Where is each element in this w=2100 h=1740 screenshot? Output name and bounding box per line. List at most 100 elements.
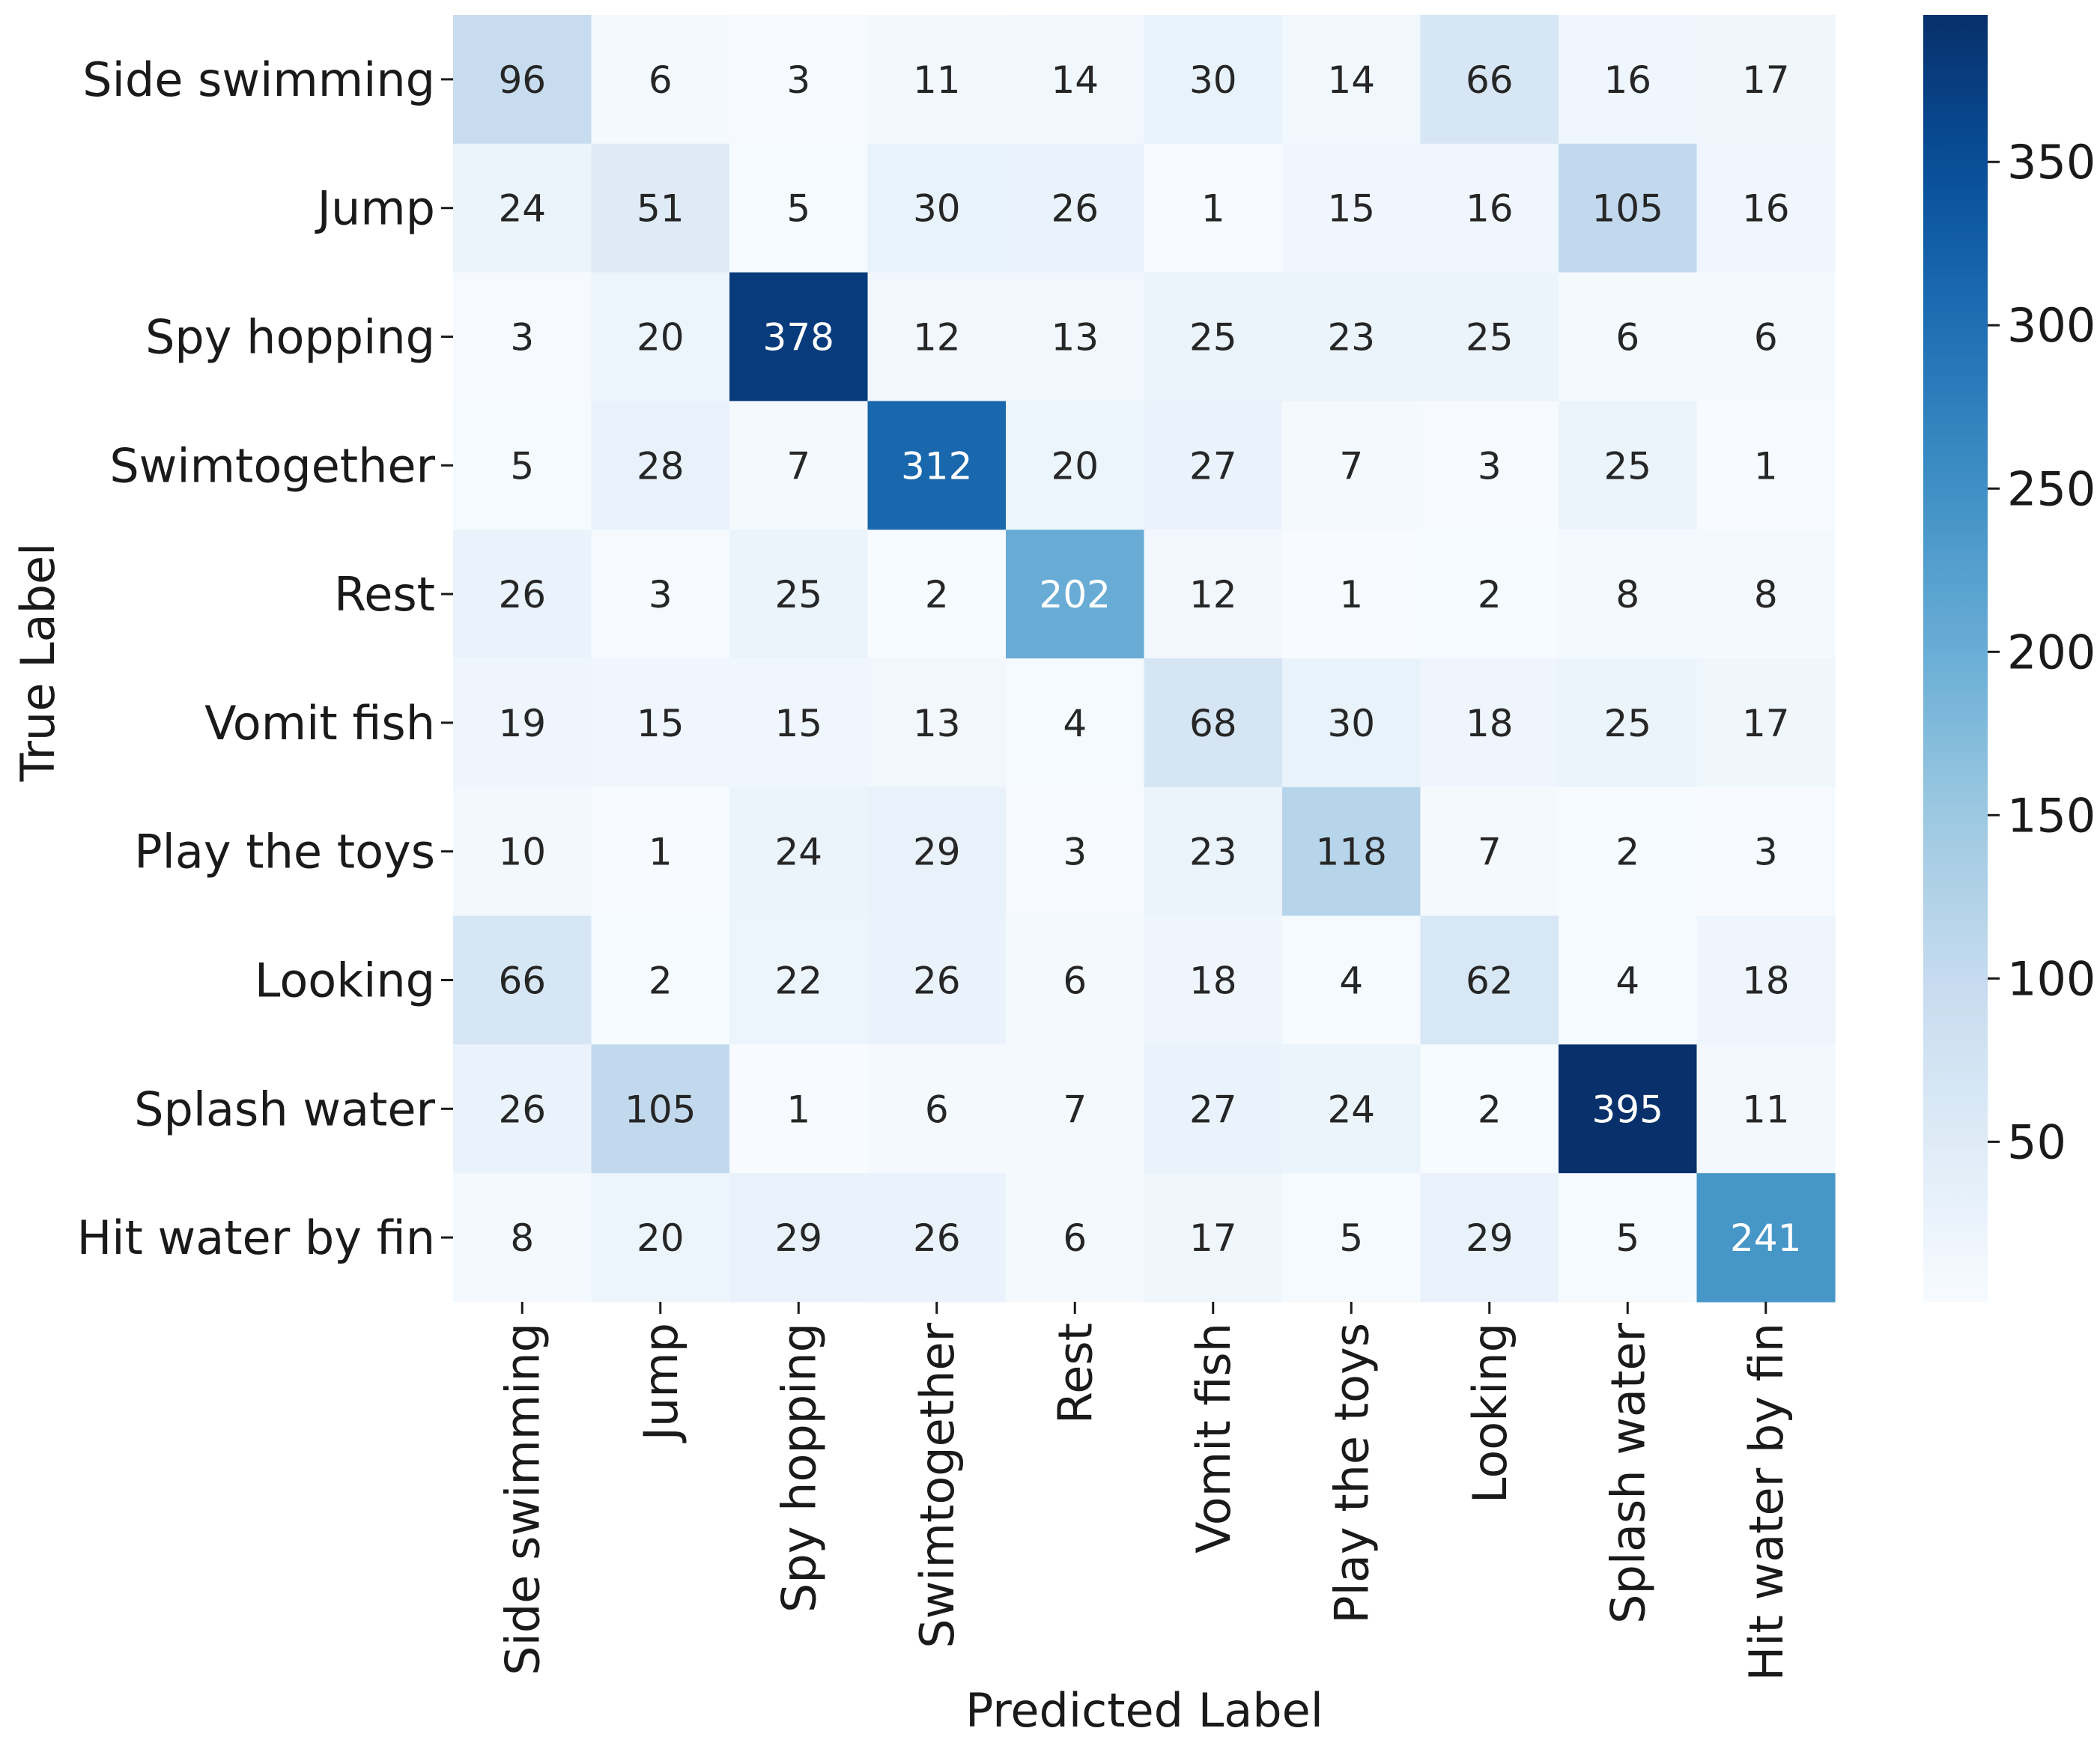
x-axis: Side swimming Jump Spy hopping Swimtogether… <box>495 1302 1794 1681</box>
heatmap-cell-r5-c4 <box>1006 658 1145 788</box>
cell-value-label: 24 <box>774 831 822 874</box>
heatmap-cell-r4-c6 <box>1282 530 1421 659</box>
heatmap-cell-r2-c2 <box>729 272 869 401</box>
cell-value-label: 51 <box>637 187 685 231</box>
heatmap-cell-r6-c7 <box>1420 786 1559 917</box>
x-tick-label-play-the-toys: Play the toys <box>1324 1323 1379 1624</box>
cell-value-label: 17 <box>1742 702 1790 745</box>
cell-value-label: 20 <box>637 1216 685 1260</box>
cell-value-label: 105 <box>625 1088 696 1131</box>
cell-value-label: 16 <box>1742 187 1790 231</box>
cell-value-label: 66 <box>498 960 546 1003</box>
cell-value-label: 25 <box>1189 316 1237 360</box>
heatmap-cell-r8-c2 <box>729 1044 869 1174</box>
colorbar-tick-label-200: 200 <box>2007 625 2096 679</box>
y-tick-label-hit-water-by-fin: Hit water by fin <box>77 1210 435 1265</box>
heatmap-cell-r1-c0 <box>453 143 592 273</box>
heatmap-cell-r3-c9 <box>1696 401 1836 530</box>
cell-value-label: 24 <box>498 187 546 231</box>
cell-value-label: 6 <box>649 58 673 102</box>
cell-value-label: 29 <box>1466 1216 1514 1260</box>
heatmap-cell-r1-c9 <box>1696 143 1836 273</box>
heatmap-cell-r3-c0 <box>453 401 592 530</box>
cell-value-label: 6 <box>1615 316 1639 360</box>
heatmap-cell-r2-c5 <box>1144 272 1283 401</box>
heatmap-cell-r4-c1 <box>591 530 730 659</box>
y-axis: Side swimming Jump Spy hopping Swimtogether… <box>77 52 453 1265</box>
heatmap-cell-r5-c3 <box>867 658 1007 788</box>
heatmap-cell-r4-c3 <box>867 530 1007 659</box>
x-tick-label-looking: Looking <box>1463 1323 1517 1503</box>
cell-value-label: 3 <box>1063 831 1087 874</box>
cell-value-label: 11 <box>913 58 961 102</box>
cell-value-label: 16 <box>1466 187 1514 231</box>
heatmap-cell-r2-c6 <box>1282 272 1421 401</box>
heatmap-cell-r7-c5 <box>1144 915 1283 1045</box>
cell-value-label: 15 <box>774 702 822 745</box>
cell-value-label: 1 <box>649 831 673 874</box>
heatmap-cell-r8-c3 <box>867 1044 1007 1174</box>
cell-value-label: 1 <box>786 1088 810 1131</box>
heatmap-cell-r4-c0 <box>453 530 592 659</box>
y-tick-label-side-swimming: Side swimming <box>82 52 435 107</box>
cell-value-label: 3 <box>1478 444 1502 488</box>
cell-value-label: 15 <box>637 702 685 745</box>
cell-value-label: 25 <box>774 573 822 616</box>
cell-value-label: 7 <box>1063 1088 1087 1131</box>
heatmap-cell-r2-c9 <box>1696 272 1836 401</box>
heatmap-cell-r7-c6 <box>1282 915 1421 1045</box>
heatmap-cell-r6-c8 <box>1559 786 1698 917</box>
heatmap-cell-r3-c1 <box>591 401 730 530</box>
cell-value-label: 4 <box>1063 702 1087 745</box>
cell-value-label: 118 <box>1316 831 1387 874</box>
cell-value-label: 14 <box>1327 58 1375 102</box>
cell-value-label: 26 <box>913 1216 961 1260</box>
heatmap-cell-r7-c1 <box>591 915 730 1045</box>
cell-value-label: 202 <box>1040 573 1111 616</box>
x-axis-title: Predicted Label <box>965 1683 1323 1738</box>
heatmap-cell-r6-c6 <box>1282 786 1421 917</box>
cell-value-label: 13 <box>913 702 961 745</box>
x-tick-label-spy-hopping: Spy hopping <box>771 1323 826 1613</box>
heatmap-cell-r9-c3 <box>867 1173 1007 1303</box>
heatmap-cell-r1-c6 <box>1282 143 1421 273</box>
heatmap-cell-r9-c0 <box>453 1173 592 1303</box>
heatmap-cell-r5-c1 <box>591 658 730 788</box>
heatmap-cell-r5-c7 <box>1420 658 1559 788</box>
heatmap-cell-r5-c9 <box>1696 658 1836 788</box>
y-tick-label-swimtogether: Swimtogether <box>109 438 435 493</box>
heatmap-cell-r8-c6 <box>1282 1044 1421 1174</box>
heatmap-cell-r1-c5 <box>1144 143 1283 273</box>
heatmap-cell-r7-c7 <box>1420 915 1559 1045</box>
cell-value-label: 5 <box>510 444 534 488</box>
colorbar: 50 100 150 200 250 300 350 <box>1923 15 2096 1302</box>
cell-value-label: 6 <box>1754 316 1778 360</box>
cell-value-label: 25 <box>1603 444 1651 488</box>
cell-value-label: 7 <box>1339 444 1363 488</box>
heatmap-cell-r8-c5 <box>1144 1044 1283 1174</box>
heatmap-cell-r9-c9 <box>1696 1173 1836 1303</box>
heatmap-cell-r2-c7 <box>1420 272 1559 401</box>
cell-value-label: 11 <box>1742 1088 1790 1131</box>
heatmap-cell-r1-c8 <box>1559 143 1698 273</box>
cell-value-label: 29 <box>913 831 961 874</box>
cell-value-label: 14 <box>1051 58 1099 102</box>
x-tick-label-jump: Jump <box>634 1323 688 1443</box>
cell-value-label: 8 <box>1615 573 1639 616</box>
heatmap-cell-r8-c1 <box>591 1044 730 1174</box>
heatmap-cell-r7-c8 <box>1559 915 1698 1045</box>
colorbar-tick-label-300: 300 <box>2007 298 2096 353</box>
cell-value-label: 241 <box>1730 1216 1801 1260</box>
heatmap-cell-r9-c1 <box>591 1173 730 1303</box>
heatmap-cell-r3-c3 <box>867 401 1007 530</box>
cell-value-label: 18 <box>1466 702 1514 745</box>
heatmap-cell-r3-c2 <box>729 401 869 530</box>
heatmap-cell-r6-c9 <box>1696 786 1836 917</box>
cell-value-label: 23 <box>1327 316 1375 360</box>
heatmap-cell-r2-c8 <box>1559 272 1698 401</box>
cell-value-label: 3 <box>510 316 534 360</box>
cell-value-label: 1 <box>1339 573 1363 616</box>
cell-value-label: 17 <box>1742 58 1790 102</box>
cell-value-label: 8 <box>510 1216 534 1260</box>
